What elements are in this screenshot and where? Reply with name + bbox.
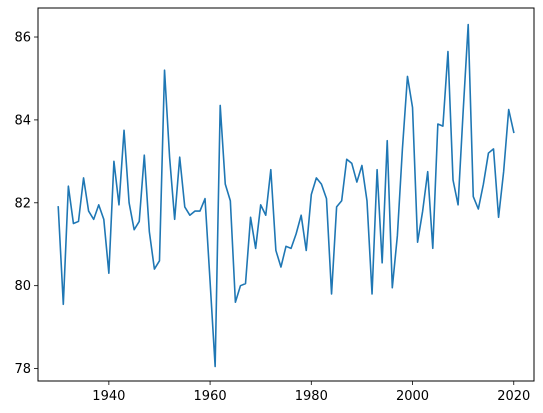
plot-area [38,8,534,381]
y-tick-label: 82 [14,196,31,211]
y-tick-label: 78 [14,362,31,377]
x-tick-label: 1940 [92,389,125,404]
y-tick-label: 84 [14,113,31,128]
x-tick-label: 1980 [295,389,328,404]
x-tick-label: 2000 [396,389,429,404]
series-line [57,23,515,368]
plot-frame [37,7,535,382]
series-layer [57,23,515,368]
x-tick-label: 2020 [497,389,530,404]
axes: 1940 1960 1980 2000 2020 78 80 82 84 86 [14,31,530,404]
y-tick-label: 86 [14,31,31,46]
x-tick-label: 1960 [194,389,227,404]
y-tick-label: 80 [14,279,31,294]
